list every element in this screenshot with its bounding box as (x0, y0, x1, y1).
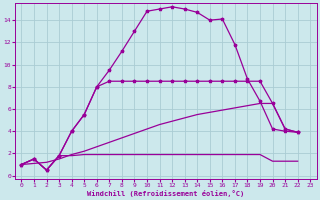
X-axis label: Windchill (Refroidissement éolien,°C): Windchill (Refroidissement éolien,°C) (87, 190, 244, 197)
